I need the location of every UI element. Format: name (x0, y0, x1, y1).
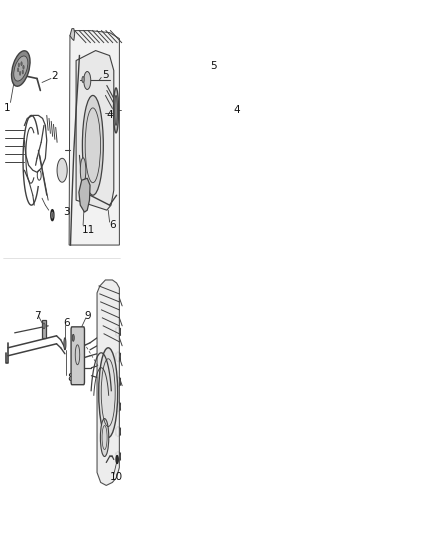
Ellipse shape (19, 71, 21, 75)
Ellipse shape (115, 95, 117, 125)
Ellipse shape (11, 51, 30, 86)
Ellipse shape (14, 56, 28, 81)
Text: 5: 5 (210, 61, 217, 70)
Ellipse shape (23, 65, 24, 69)
Ellipse shape (80, 158, 86, 183)
FancyBboxPatch shape (71, 327, 85, 385)
Text: 6: 6 (64, 318, 70, 328)
Polygon shape (57, 158, 67, 182)
Text: 6: 6 (110, 220, 116, 230)
Text: 4: 4 (106, 110, 113, 120)
Ellipse shape (99, 348, 118, 438)
Ellipse shape (72, 334, 74, 341)
Text: 1: 1 (4, 103, 11, 114)
Text: 5: 5 (102, 70, 109, 80)
Polygon shape (79, 178, 90, 212)
Ellipse shape (43, 323, 45, 329)
Ellipse shape (22, 70, 24, 74)
Ellipse shape (52, 212, 53, 218)
Text: 8: 8 (67, 373, 74, 383)
Text: 9: 9 (84, 311, 91, 321)
Ellipse shape (84, 71, 91, 90)
Ellipse shape (100, 418, 109, 456)
Ellipse shape (18, 68, 19, 72)
Ellipse shape (21, 62, 22, 66)
Polygon shape (97, 280, 120, 486)
Text: 3: 3 (63, 207, 69, 217)
Ellipse shape (51, 209, 54, 221)
Text: 4: 4 (234, 106, 240, 116)
Text: 10: 10 (110, 472, 123, 482)
Text: 2: 2 (52, 71, 58, 82)
Ellipse shape (113, 88, 119, 133)
Ellipse shape (82, 95, 103, 195)
Ellipse shape (64, 338, 66, 350)
Polygon shape (76, 51, 114, 210)
Ellipse shape (116, 456, 118, 464)
Ellipse shape (82, 77, 84, 83)
Text: 7: 7 (34, 311, 40, 321)
Polygon shape (70, 29, 75, 41)
Ellipse shape (18, 63, 20, 67)
Text: 11: 11 (81, 225, 95, 235)
Polygon shape (42, 320, 46, 338)
Polygon shape (69, 30, 120, 245)
